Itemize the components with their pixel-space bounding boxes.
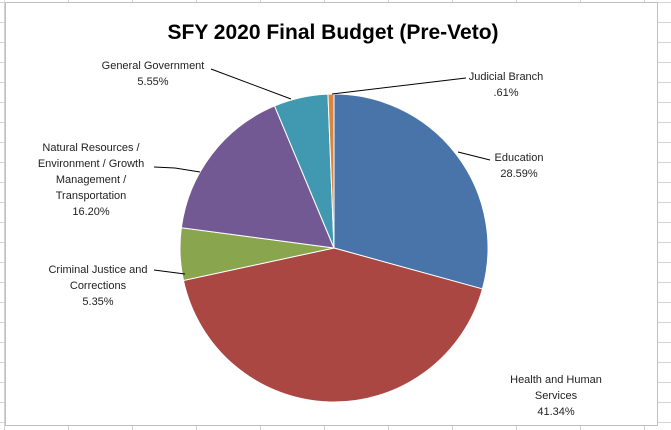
data-label-criminal-justice-and-corrections: Criminal Justice and Corrections 5.35%: [48, 264, 147, 308]
pie-slice-health-and-human-services[interactable]: [182, 247, 484, 403]
leader-line-natural-resources-environment-growth-management-transportation: [153, 166, 201, 173]
data-label-education: Education 28.59%: [495, 152, 544, 180]
data-label-health-and-human-services: Health and Human Services 41.34%: [510, 374, 602, 418]
pie-slice-natural-resources-environment-growth-management-transportation[interactable]: [180, 105, 335, 249]
leader-lines: [153, 68, 491, 275]
data-label-judicial-branch: Judicial Branch .61%: [469, 71, 544, 99]
leader-line-general-government: [210, 68, 292, 100]
leader-line-criminal-justice-and-corrections: [153, 269, 186, 275]
data-label-general-government: General Government 5.55%: [102, 60, 205, 88]
chart-title: SFY 2020 Final Budget (Pre-Veto): [167, 21, 498, 44]
data-labels: Education 28.59% Health and Human Services 4…: [38, 60, 602, 418]
pie-slices: [179, 93, 489, 403]
leader-line-judicial-branch: [331, 77, 467, 95]
pie-slice-education[interactable]: [333, 93, 489, 290]
data-label-natural-resources-environment-growth-management-transportation: Natural Resources / Environment / Growth M…: [38, 142, 144, 218]
leader-line-education: [457, 151, 491, 161]
